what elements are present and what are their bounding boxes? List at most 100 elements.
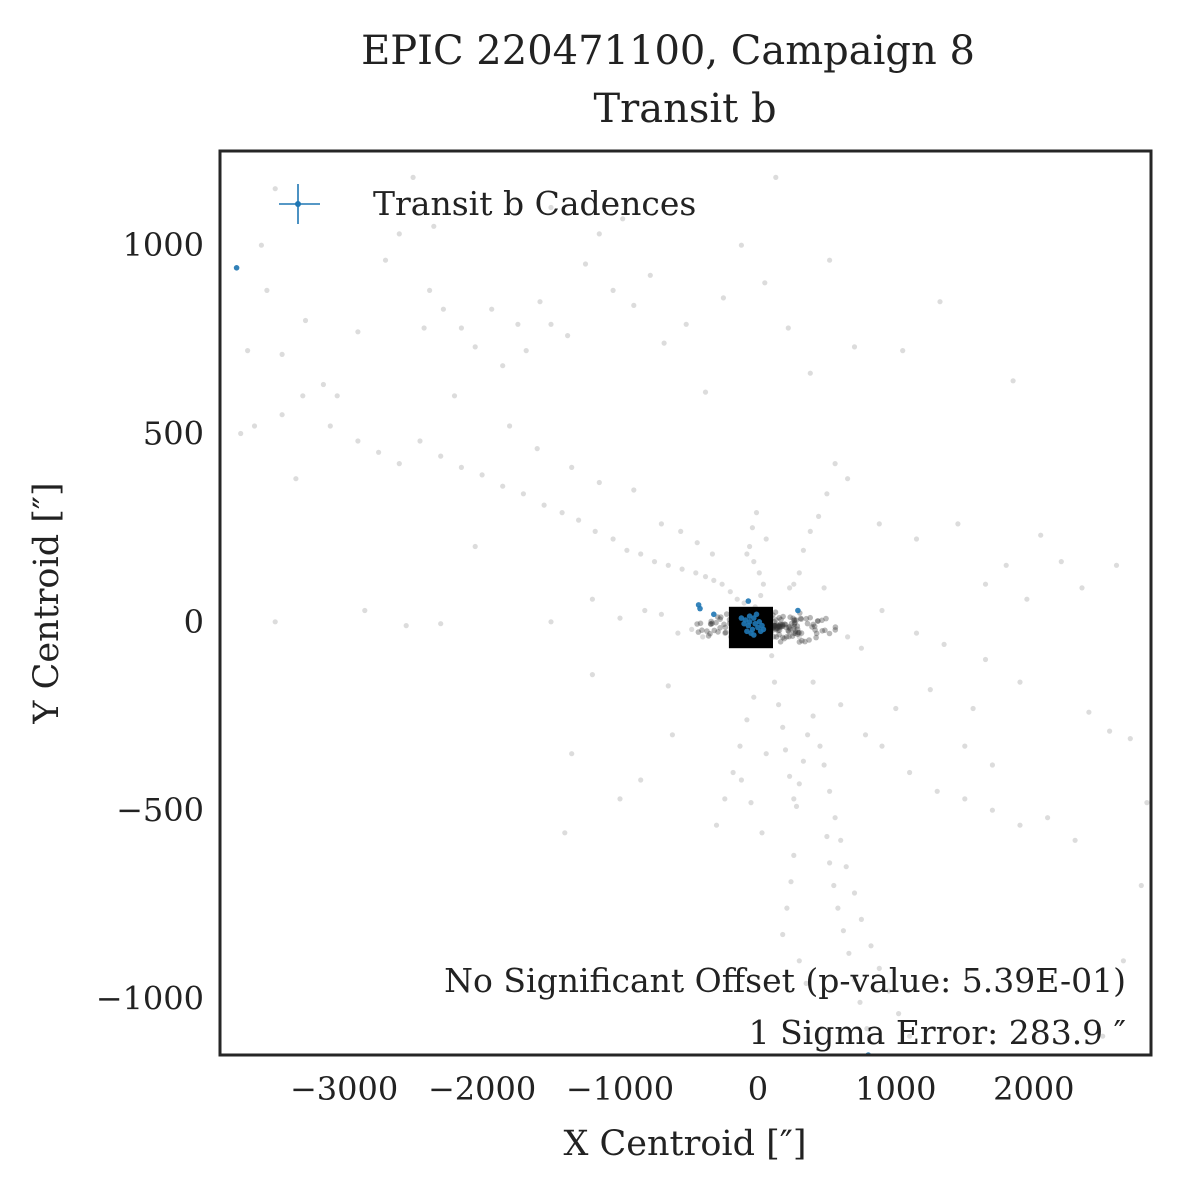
core-point [803, 615, 810, 622]
background-point [1017, 679, 1023, 685]
background-point [472, 344, 478, 350]
background-point [711, 577, 717, 584]
core-point [796, 629, 802, 636]
background-point [396, 231, 402, 237]
x-tick-label: 1000 [855, 1070, 936, 1108]
background-point [251, 423, 258, 429]
core-point [787, 614, 793, 620]
background-point [458, 325, 464, 331]
background-point [738, 242, 745, 248]
background-point [751, 559, 757, 565]
core-point [776, 631, 782, 638]
background-point [896, 1011, 902, 1017]
background-point [796, 958, 802, 964]
background-point [1010, 378, 1016, 384]
transit-point [760, 626, 767, 633]
background-point [1138, 882, 1144, 889]
y-axis-ticks: −1000 −500 0 500 1000 [96, 226, 204, 1017]
y-axis-label: Y Centroid [″] [27, 482, 67, 724]
core-point [782, 621, 789, 628]
background-point [851, 344, 858, 350]
core-point [721, 621, 727, 628]
background-point [1100, 1033, 1106, 1039]
core-point [718, 614, 724, 620]
background-point [787, 585, 793, 591]
core-point [772, 609, 779, 615]
core-point [722, 624, 729, 631]
core-point [778, 623, 785, 630]
core-point [793, 617, 800, 623]
background-point [1107, 728, 1113, 734]
background-point [982, 581, 989, 587]
background-point [523, 348, 529, 354]
background-point [771, 679, 778, 685]
chart-subtitle: Transit b [593, 86, 776, 132]
x-tick-label: −3000 [290, 1070, 398, 1108]
core-point [707, 621, 714, 627]
background-point [658, 611, 665, 617]
background-points-layer [234, 174, 1150, 1039]
core-point [791, 621, 798, 627]
background-point [857, 999, 863, 1005]
core-point [773, 634, 780, 640]
transit-point [233, 265, 240, 271]
background-point [913, 536, 920, 542]
core-point [813, 630, 820, 637]
background-point [638, 777, 644, 783]
background-point [376, 449, 382, 455]
core-point [794, 626, 801, 633]
background-point [876, 965, 882, 972]
background-point [827, 860, 833, 866]
background-point [763, 536, 769, 542]
background-point [763, 751, 769, 757]
background-point [489, 306, 495, 312]
background-point [562, 830, 568, 836]
core-point [707, 630, 713, 637]
background-point [320, 381, 326, 388]
core-point [775, 627, 781, 634]
core-point [713, 619, 719, 626]
core-point [708, 621, 714, 627]
core-point [777, 621, 784, 628]
core-point [776, 623, 782, 630]
background-point [876, 521, 882, 527]
legend-label-transit-b-cadences: Transit b Cadences [373, 184, 696, 223]
core-point [822, 627, 828, 634]
core-point [699, 627, 705, 633]
core-point [776, 623, 782, 629]
core-point [723, 611, 730, 617]
sigma-error-annotation: 1 Sigma Error: 283.9 ″ [749, 1013, 1126, 1052]
background-point [327, 423, 333, 429]
background-point [788, 879, 794, 885]
background-point [713, 822, 720, 828]
background-point [272, 619, 278, 625]
transit-point [697, 605, 703, 612]
background-point [730, 769, 736, 776]
background-point [734, 596, 740, 602]
background-point [816, 513, 822, 520]
background-point [279, 351, 285, 357]
background-point [810, 679, 816, 685]
core-point [789, 633, 796, 639]
background-point [807, 528, 813, 535]
core-point [786, 628, 792, 635]
x-axis-ticks: −3000 −2000 −1000 0 1000 2000 [290, 1070, 1075, 1108]
background-point [440, 306, 446, 312]
core-point [774, 623, 781, 629]
background-point [589, 672, 596, 678]
background-point [962, 796, 968, 802]
background-point [851, 890, 858, 896]
core-point [774, 622, 781, 628]
core-point [786, 623, 792, 630]
background-point [596, 231, 602, 237]
core-point [798, 616, 804, 622]
background-point [840, 928, 847, 934]
background-point [760, 581, 767, 587]
core-point [774, 625, 781, 632]
background-point [293, 476, 299, 482]
core-point [773, 625, 780, 632]
core-point [804, 620, 811, 627]
background-point [642, 607, 648, 614]
core-point [714, 614, 721, 620]
background-point [776, 702, 782, 708]
